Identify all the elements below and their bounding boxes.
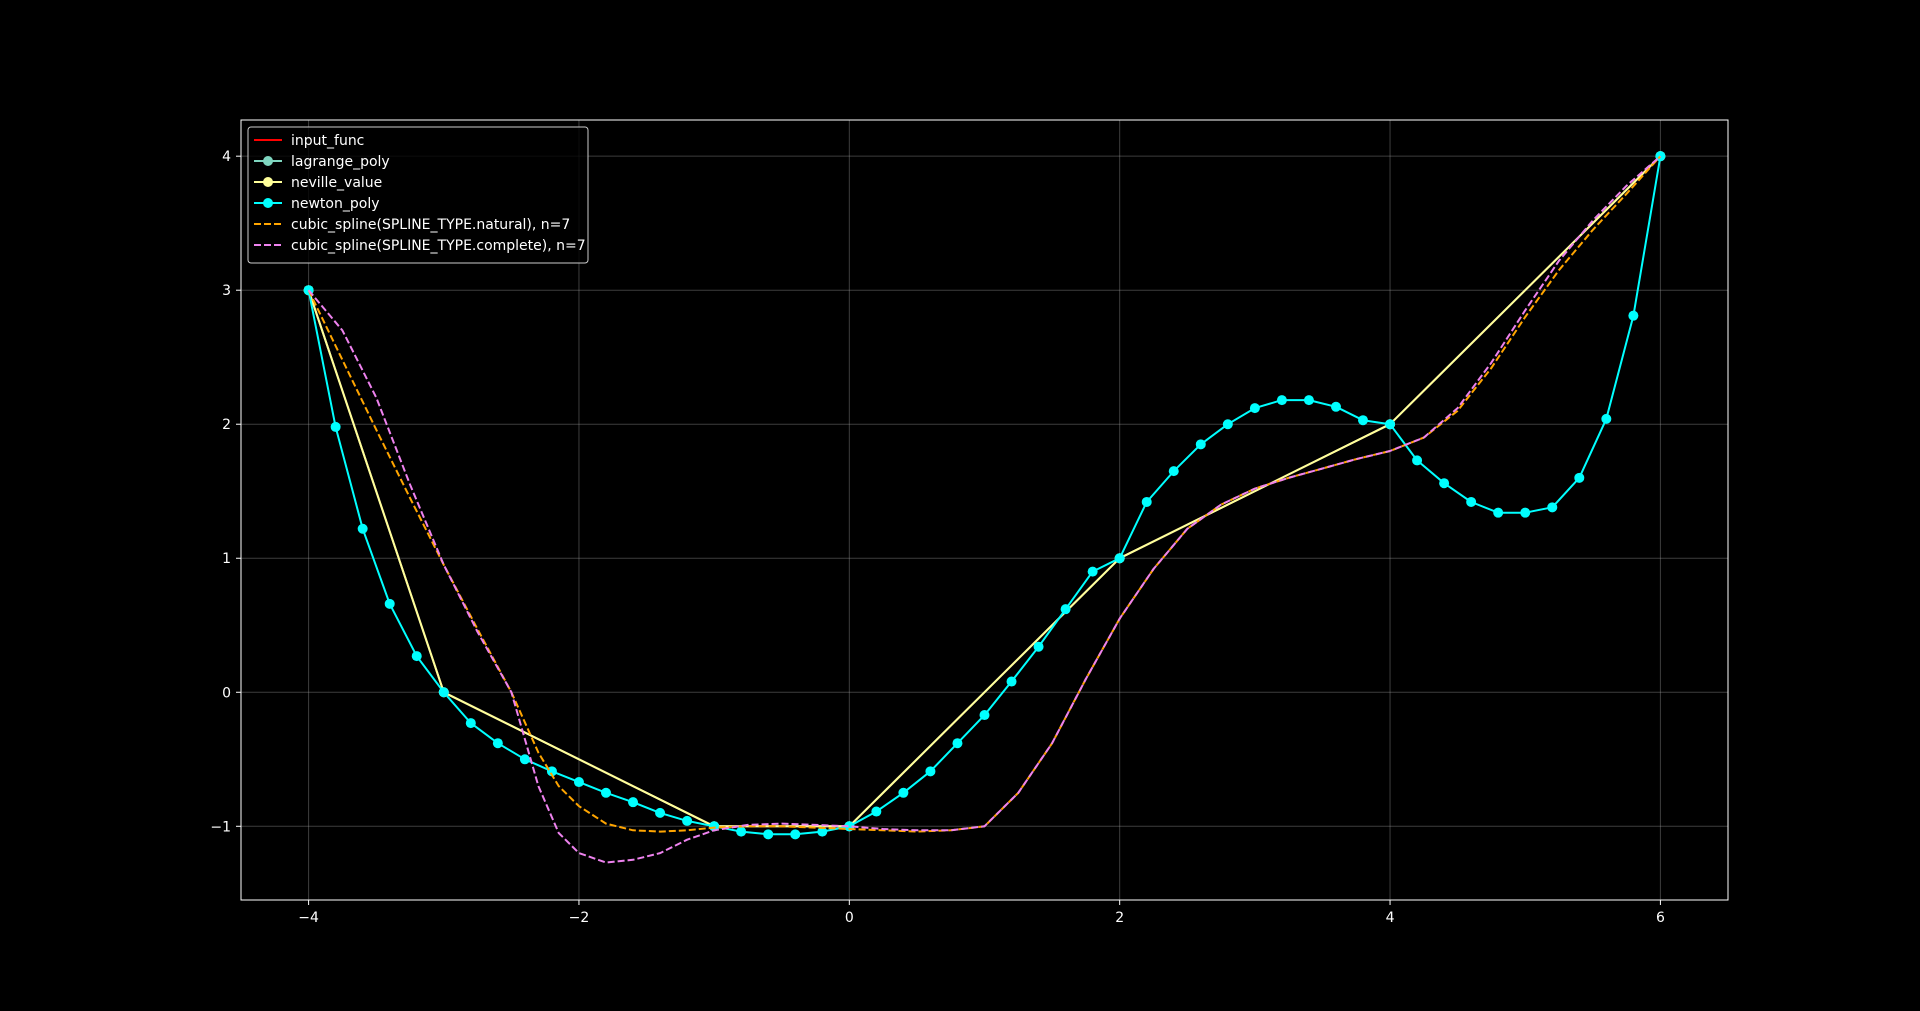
data-point bbox=[1439, 478, 1450, 489]
data-point bbox=[1114, 553, 1125, 564]
legend-item: cubic_spline(SPLINE_TYPE.natural), n=7 bbox=[254, 217, 570, 233]
x-tick-label: −2 bbox=[569, 910, 590, 926]
y-tick-label: 1 bbox=[222, 551, 231, 567]
data-point bbox=[1141, 496, 1152, 507]
data-point bbox=[1060, 604, 1071, 615]
data-point bbox=[1168, 466, 1179, 477]
data-point bbox=[1574, 472, 1585, 483]
data-point bbox=[1195, 439, 1206, 450]
data-point bbox=[1520, 507, 1531, 518]
data-point bbox=[1276, 395, 1287, 406]
data-point bbox=[1033, 641, 1044, 652]
data-point bbox=[465, 718, 476, 729]
data-point bbox=[763, 829, 774, 840]
data-point bbox=[925, 766, 936, 777]
data-point bbox=[1412, 455, 1423, 466]
x-tick-label: 6 bbox=[1656, 910, 1665, 926]
data-point bbox=[1330, 401, 1341, 412]
data-point bbox=[898, 787, 909, 798]
series-cubic-spline-spline-type-complete-n-7 bbox=[307, 155, 1662, 864]
y-tick-label: 4 bbox=[222, 149, 231, 165]
y-tick-label: 0 bbox=[222, 685, 231, 701]
data-point bbox=[952, 738, 963, 749]
data-point bbox=[411, 651, 422, 662]
legend-label: neville_value bbox=[291, 175, 382, 191]
legend-item: lagrange_poly bbox=[254, 154, 390, 170]
data-point bbox=[600, 787, 611, 798]
legend-item: input_func bbox=[254, 133, 364, 149]
legend-label: lagrange_poly bbox=[291, 154, 390, 170]
legend-marker bbox=[263, 156, 273, 166]
data-point bbox=[1547, 502, 1558, 513]
data-point bbox=[546, 766, 557, 777]
data-point bbox=[682, 815, 693, 826]
x-tick-label: 4 bbox=[1386, 910, 1395, 926]
legend-label: newton_poly bbox=[291, 196, 380, 212]
x-tick-label: 0 bbox=[845, 910, 854, 926]
legend-item: newton_poly bbox=[254, 196, 380, 212]
data-point bbox=[1087, 566, 1098, 577]
axes-frame bbox=[240, 119, 1729, 901]
data-point bbox=[628, 797, 639, 808]
legend-label: input_func bbox=[291, 133, 364, 149]
legend-box bbox=[247, 126, 589, 264]
data-point bbox=[1222, 419, 1233, 430]
axis-ticks: −4 −2 0 2 4 6 −1 0 1 2 3 4 bbox=[210, 149, 1665, 926]
x-tick-label: −4 bbox=[298, 910, 319, 926]
series-newton-poly bbox=[303, 151, 1666, 840]
data-point bbox=[1249, 403, 1260, 414]
data-point bbox=[736, 826, 747, 837]
series-line bbox=[307, 155, 1662, 864]
y-tick-label: −1 bbox=[210, 819, 231, 835]
data-point bbox=[1385, 419, 1396, 430]
plot-area bbox=[303, 151, 1666, 864]
data-point bbox=[492, 738, 503, 749]
x-tick-label: 2 bbox=[1115, 910, 1124, 926]
data-point bbox=[1601, 413, 1612, 424]
data-point bbox=[573, 777, 584, 788]
data-point bbox=[1628, 310, 1639, 321]
data-point bbox=[1493, 507, 1504, 518]
data-point bbox=[871, 806, 882, 817]
data-point bbox=[1358, 415, 1369, 426]
data-point bbox=[519, 754, 530, 765]
data-point bbox=[1303, 395, 1314, 406]
legend: input_func lagrange_poly neville_valuenewt… bbox=[247, 126, 589, 264]
data-point bbox=[655, 807, 666, 818]
legend-label: cubic_spline(SPLINE_TYPE.complete), n=7 bbox=[291, 238, 586, 254]
data-point bbox=[1466, 496, 1477, 507]
data-point bbox=[1006, 676, 1017, 687]
data-point bbox=[1655, 151, 1666, 162]
legend-marker bbox=[263, 198, 273, 208]
data-point bbox=[817, 826, 828, 837]
legend-item: neville_value bbox=[254, 175, 382, 191]
y-tick-label: 2 bbox=[222, 417, 231, 433]
data-point bbox=[438, 687, 449, 698]
legend-label: cubic_spline(SPLINE_TYPE.natural), n=7 bbox=[291, 217, 570, 233]
y-tick-label: 3 bbox=[222, 283, 231, 299]
legend-marker bbox=[263, 177, 273, 187]
data-point bbox=[330, 421, 341, 432]
data-point bbox=[357, 523, 368, 534]
data-point bbox=[979, 710, 990, 721]
data-point bbox=[384, 598, 395, 609]
legend-item: cubic_spline(SPLINE_TYPE.complete), n=7 bbox=[254, 238, 586, 254]
data-point bbox=[790, 829, 801, 840]
grid bbox=[241, 120, 1728, 900]
